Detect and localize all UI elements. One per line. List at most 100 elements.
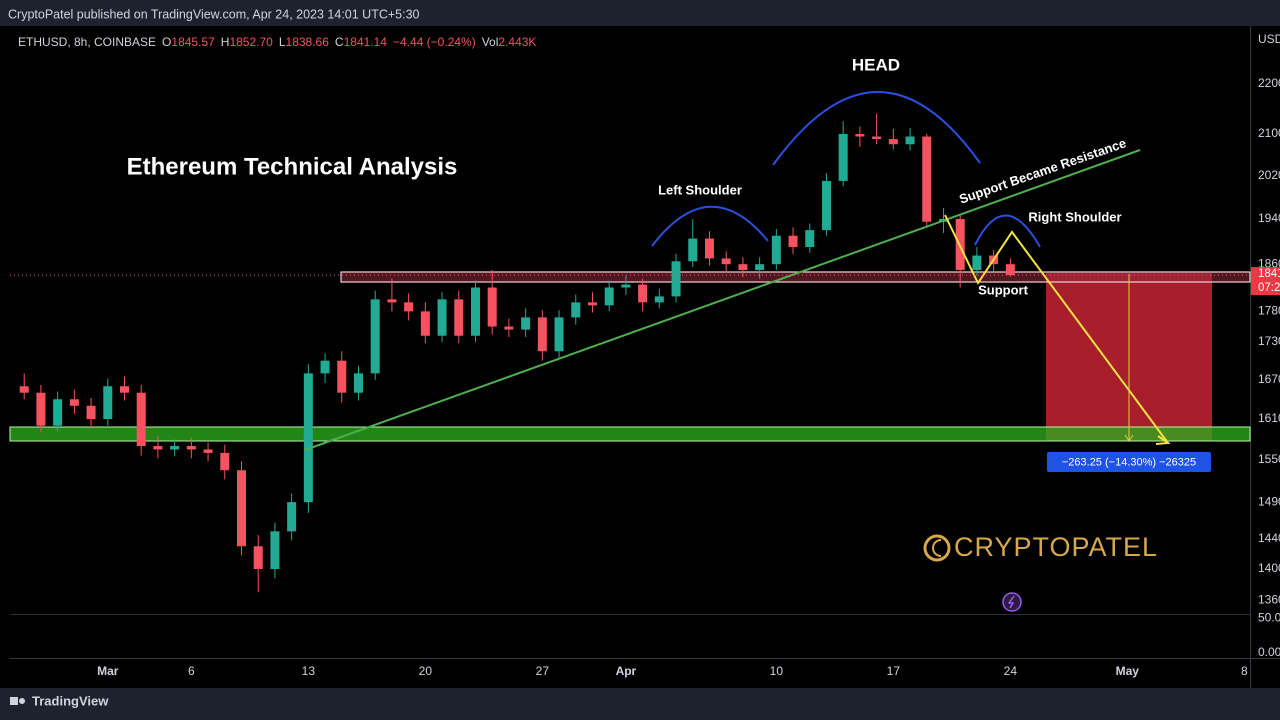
candle-body [119, 386, 129, 393]
x-tick-label: 6 [188, 664, 195, 678]
x-tick-label: May [1116, 664, 1140, 678]
watermark: CRYPTOPATEL [954, 532, 1158, 562]
y-tick-label: 2100.00 [1258, 126, 1280, 140]
demand-zone [9, 426, 1251, 442]
legend-value: 1852.70 [229, 35, 273, 49]
candle-body [604, 287, 614, 306]
legend-key: L [279, 35, 286, 49]
publisher: CryptoPatel published on TradingView.com… [8, 7, 420, 21]
y-tick-label: 1610.00 [1258, 411, 1280, 425]
head-label: HEAD [852, 55, 900, 74]
candle-body [404, 302, 414, 312]
x-tick-label: Apr [616, 664, 637, 678]
candle-body [621, 284, 631, 288]
watermark-logo [923, 534, 951, 562]
right-shoulder-arc [974, 214, 1041, 248]
last-price-label: 1841.14 [1258, 268, 1280, 280]
candle-body [136, 392, 146, 447]
left-shoulder-arc [651, 205, 769, 247]
projection-arrow [1155, 435, 1171, 445]
volume-tick-label: 0.00 [1258, 645, 1280, 659]
legend-key: O [162, 35, 171, 49]
candle-body [654, 296, 664, 303]
candle-body [554, 317, 564, 352]
candle-body [69, 399, 79, 406]
event-icon-bolt [1007, 595, 1015, 609]
candle-body [671, 261, 681, 297]
legend-key: C [335, 35, 344, 49]
candle-body [387, 299, 397, 303]
legend-key: H [221, 35, 230, 49]
x-tick-label: 17 [887, 664, 901, 678]
support-label: Support [978, 282, 1028, 297]
y-tick-label: 1860.00 [1258, 256, 1280, 270]
candle-body [704, 238, 714, 259]
candle-body [855, 133, 865, 137]
candle-body [821, 180, 831, 231]
candle-body [721, 258, 731, 265]
candle-body [788, 235, 798, 248]
candle-body [353, 373, 363, 393]
candle-body [922, 136, 932, 222]
candle-body [972, 255, 982, 270]
y-tick-label: 1550.00 [1258, 452, 1280, 466]
candle-body [905, 136, 915, 145]
x-tick-label: Mar [97, 664, 119, 678]
chart-title: Ethereum Technical Analysis [127, 153, 458, 180]
candle-body [337, 360, 347, 393]
countdown-label: 07:2 [1258, 282, 1280, 294]
candle-body [587, 302, 597, 306]
y-tick-label: 1670.00 [1258, 372, 1280, 386]
x-tick-label: 27 [536, 664, 550, 678]
candle-body [1005, 264, 1015, 276]
candle-body [53, 399, 63, 426]
y-tick-label: 1730.00 [1258, 334, 1280, 348]
legend-value: 1841.14 [344, 35, 388, 49]
y-tick-label: 1440.00 [1258, 531, 1280, 545]
ohlc-legend: ETHUSD, 8h, COINBASE O1845.57 H1852.70 L183… [18, 35, 536, 49]
candle-body [270, 531, 280, 569]
candle-body [186, 446, 196, 450]
support-zone [340, 271, 1251, 283]
measure-arrow [1124, 434, 1134, 442]
y-tick-label: 2020.00 [1258, 168, 1280, 182]
trendline [304, 149, 1141, 451]
candle-body [504, 326, 514, 330]
candle-body [872, 136, 882, 140]
footer-logo [10, 697, 25, 705]
volume-tick-label: 50.00K [1258, 610, 1280, 624]
measure-box [1047, 452, 1211, 472]
candle-body [437, 299, 447, 336]
candle-body [19, 386, 29, 393]
candle-body [153, 446, 163, 450]
top-bar [0, 0, 1280, 26]
right-shoulder-label: Right Shoulder [1028, 209, 1121, 224]
candle-body [203, 449, 213, 453]
candle-body [688, 238, 698, 262]
candle-body [86, 405, 96, 420]
candle-body [420, 311, 430, 336]
candle-body [170, 446, 180, 450]
legend-value: 1838.66 [286, 35, 330, 49]
y-tick-label: 1490.00 [1258, 494, 1280, 508]
legend-symbol: ETHUSD, 8h, COINBASE [18, 35, 156, 49]
candle-body [487, 287, 497, 327]
candle-body [287, 502, 297, 532]
candles [19, 113, 1015, 593]
candle-body [521, 317, 531, 330]
event-icon [1002, 592, 1022, 612]
candle-body [805, 230, 815, 248]
footer-brand: TradingView [32, 693, 109, 708]
candle-body [571, 302, 581, 318]
left-shoulder-label: Left Shoulder [658, 182, 742, 197]
x-tick-label: 8 [1241, 664, 1248, 678]
last-price-tag [1251, 267, 1280, 296]
candle-body [755, 264, 765, 270]
y-tick-label: 1400.00 [1258, 561, 1280, 575]
y-tick-label: 1940.00 [1258, 211, 1280, 225]
head-arc [772, 91, 981, 166]
candle-body [771, 235, 781, 265]
y-tick-label: 1360.00 [1258, 592, 1280, 606]
